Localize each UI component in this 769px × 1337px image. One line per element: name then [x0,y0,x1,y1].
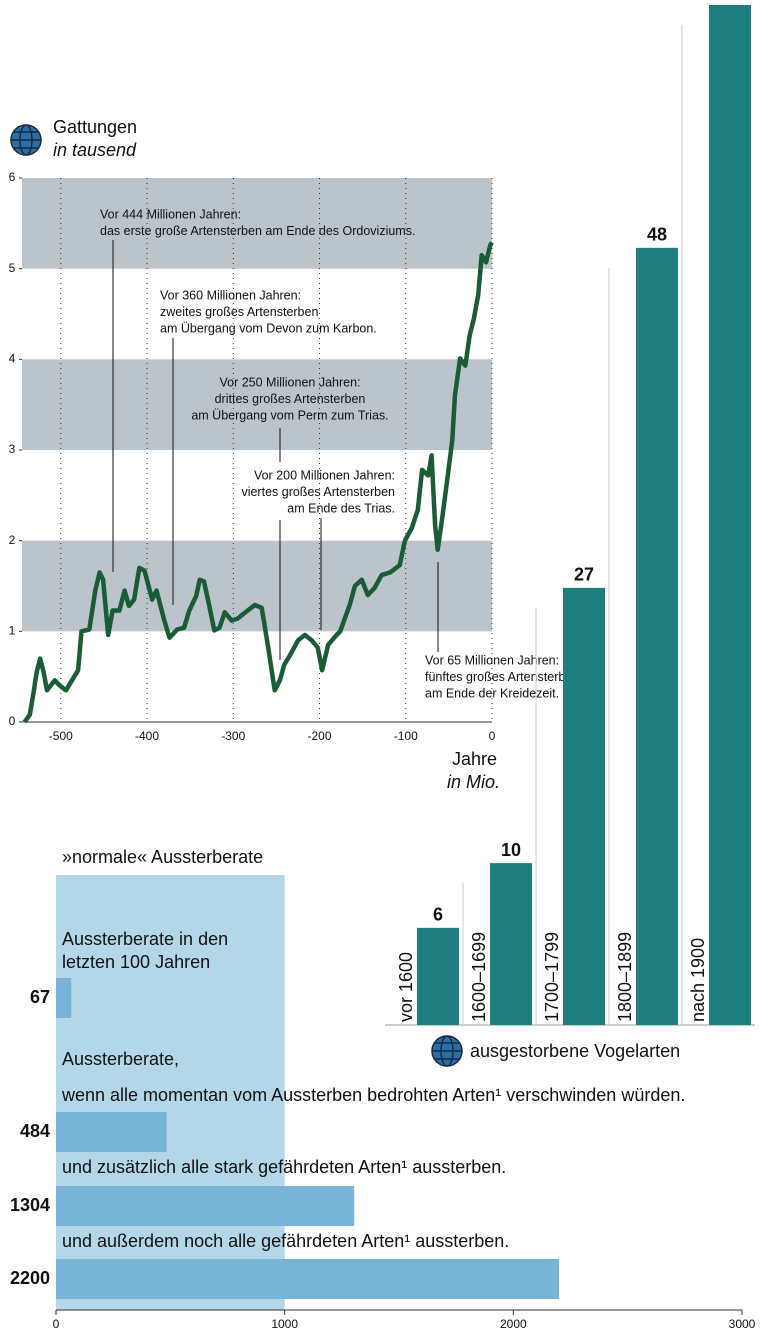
annotation: Vor 65 Millionen Jahren: [425,653,559,667]
x-tick-label: -200 [308,729,332,743]
annotation: viertes großes Artensterben [241,485,395,499]
annotation: Vor 444 Millionen Jahren: [100,207,241,221]
data-line [22,241,494,724]
x-tick-label: vor 1600 [396,952,416,1022]
chart-title: Gattungen [53,117,137,137]
y-tick-label: 5 [9,261,16,275]
category-label: wenn alle momentan vom Aussterben bedroh… [61,1085,685,1105]
band [22,359,492,450]
category-label: Aussterberate in den [62,929,228,949]
annotation: am Ende des Trias. [287,501,395,515]
bar [563,587,605,1025]
x-tick-label: 1800–1899 [615,932,635,1022]
value-label: 67 [30,987,50,1007]
annotation: drittes großes Artensterben [215,392,366,406]
category-label: und außerdem noch alle gefährdeten Arten… [62,1231,509,1251]
value-label: 1304 [10,1195,50,1215]
value-label: 63 [720,0,740,2]
x-axis-unit: in Mio. [447,772,500,792]
value-label: 2200 [10,1268,50,1288]
y-tick-label: 3 [9,442,16,456]
category-label: und zusätzlich alle stark gefährdeten Ar… [62,1157,506,1177]
chart-title: ausgestorbene Vogelarten [470,1041,680,1061]
y-tick-label: 6 [9,170,16,184]
x-tick-label: 0 [489,729,496,743]
y-tick-label: 2 [9,533,16,547]
bar [56,1112,167,1152]
x-tick-label: 1700–1799 [542,932,562,1022]
x-tick-label: 3000 [729,1317,756,1331]
annotation: das erste große Artensterben am Ende des… [100,224,415,238]
value-label: 27 [574,565,594,585]
value-label: 10 [501,840,521,860]
x-tick-label: -400 [135,729,159,743]
bar [490,863,532,1025]
value-label: 6 [433,905,443,925]
y-tick-label: 4 [9,352,16,366]
reference-band [56,875,285,1310]
reference-label: »normale« Aussterberate [62,847,263,867]
x-tick-label: -500 [49,729,73,743]
category-label: Aussterberate, [62,1049,179,1069]
bar [636,247,678,1025]
annotation: fünftes großes Artensterben [425,670,579,684]
annotation: am Übergang vom Perm zum Trias. [191,408,388,422]
bar [56,978,72,1018]
x-tick-label: 1600–1699 [469,932,489,1022]
x-tick-label: 2000 [500,1317,527,1331]
y-tick-label: 1 [9,624,16,638]
x-tick-label: 1000 [271,1317,298,1331]
value-label: 48 [647,225,667,245]
annotation: am Ende der Kreidezeit. [425,686,559,700]
bar [417,927,459,1025]
globe-icon [10,124,42,156]
chart-subtitle: in tausend [53,140,137,160]
category-label: letzten 100 Jahren [62,952,210,972]
bar [56,1186,355,1226]
annotation: Vor 200 Millionen Jahren: [254,468,395,482]
annotation: Vor 360 Millionen Jahren: [160,288,301,302]
bar [56,1259,560,1299]
annotation: am Übergang vom Devon zum Karbon. [160,321,377,335]
annotation: Vor 250 Millionen Jahren: [219,375,360,389]
x-tick-label: 0 [53,1317,60,1331]
band [22,178,492,269]
value-label: 484 [20,1121,50,1141]
bar [709,5,751,1025]
band [22,540,492,632]
annotation: zweites großes Artensterben [160,305,318,319]
x-axis-label: Jahre [452,749,497,769]
x-tick-label: -300 [221,729,245,743]
x-tick-label: nach 1900 [688,938,708,1022]
x-tick-label: -100 [394,729,418,743]
y-tick-label: 0 [9,714,16,728]
globe-icon [431,1035,463,1067]
